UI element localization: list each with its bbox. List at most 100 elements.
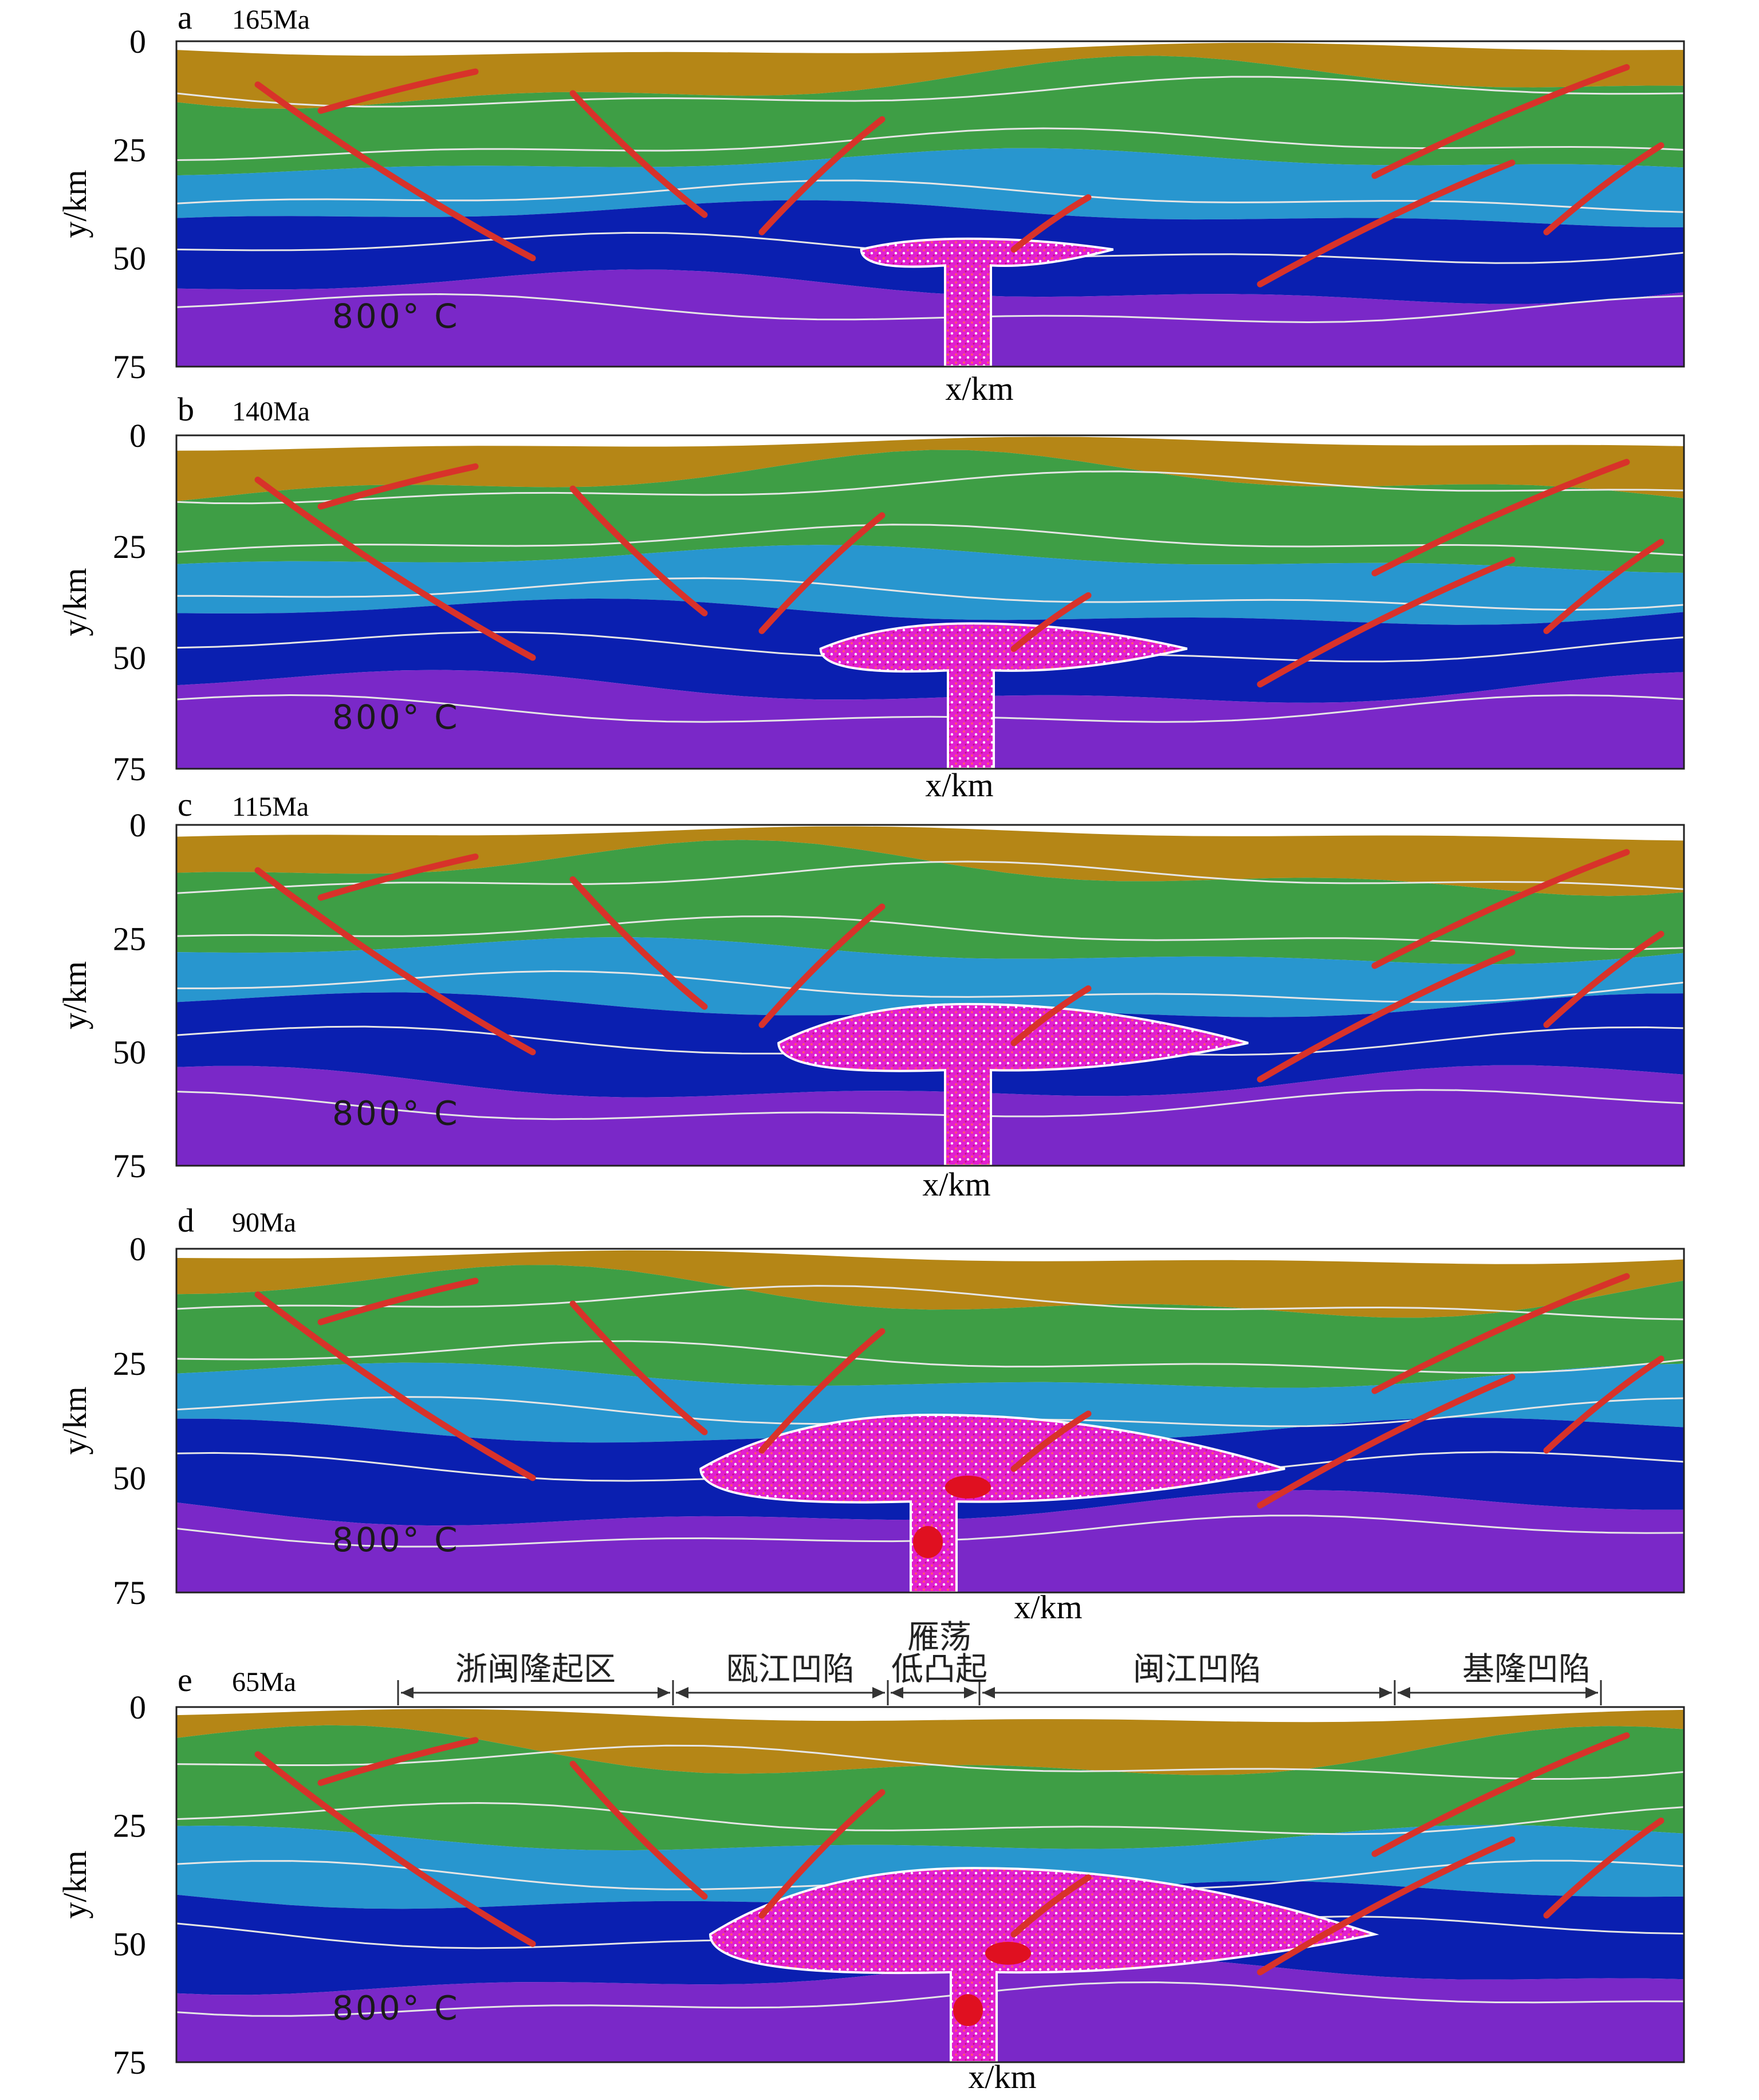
panel-d: 800° C d 90Ma 0 25 50 75 y/km x/km xyxy=(56,1202,1685,1626)
sediment-layer xyxy=(176,1709,1684,1775)
y-tick-label: 25 xyxy=(113,1345,146,1382)
fault-line xyxy=(1257,556,1516,688)
y-axis-label: y/km xyxy=(56,1850,93,1918)
y-axis-label: y/km xyxy=(56,170,93,238)
upper-crust-layer xyxy=(176,56,1684,176)
isotherm-line xyxy=(176,860,1685,894)
y-tick-label: 75 xyxy=(113,2044,146,2081)
sediment-layer xyxy=(176,42,1684,109)
fault-line xyxy=(254,1291,536,1481)
arrow-head-left xyxy=(1398,1687,1410,1698)
fault-line xyxy=(1371,849,1630,969)
fault-line xyxy=(254,1751,536,1947)
y-tick-label: 75 xyxy=(113,348,146,386)
panel-frame xyxy=(175,434,1685,770)
panel-age: 90Ma xyxy=(232,1208,296,1238)
region-label: 闽江凹陷 xyxy=(1133,1651,1261,1688)
magma-hot-core xyxy=(913,1526,943,1558)
upper-crust-layer xyxy=(176,450,1684,573)
middle-crust-layer xyxy=(176,545,1684,625)
panel-frame xyxy=(175,824,1685,1167)
arrow-head-right xyxy=(1585,1687,1598,1698)
panel-age: 140Ma xyxy=(232,396,310,427)
x-axis-label: x/km xyxy=(945,370,1013,407)
region-label: 浙闽隆起区 xyxy=(455,1651,616,1688)
magma-body xyxy=(819,622,1188,770)
y-axis-label: y/km xyxy=(56,568,93,636)
fault-line xyxy=(1010,194,1092,253)
region-label-line2: 低凸起 xyxy=(891,1651,987,1688)
fault-line xyxy=(1543,142,1664,235)
arrow-head-left xyxy=(982,1687,995,1698)
isotherm-line xyxy=(176,1340,1685,1374)
middle-crust-layer xyxy=(176,148,1684,227)
fault-line xyxy=(1543,1817,1664,1919)
fault-line xyxy=(317,68,479,114)
arrow-head-right xyxy=(872,1687,885,1698)
isotherm-line xyxy=(176,293,1685,324)
fault-line xyxy=(1371,459,1630,577)
y-tick-label: 50 xyxy=(113,240,146,277)
panel-frame xyxy=(175,1248,1685,1594)
y-tick-label: 75 xyxy=(113,750,146,788)
fault-line xyxy=(1543,538,1664,634)
magma-hot-core xyxy=(945,1476,991,1499)
isotherm-line xyxy=(176,694,1685,723)
fault-line xyxy=(1010,592,1092,652)
magma-body xyxy=(860,237,1114,368)
fault-line xyxy=(758,1328,886,1454)
arrow-head-right xyxy=(964,1687,977,1698)
fault-line xyxy=(1010,985,1092,1047)
fault-line xyxy=(1257,1374,1516,1509)
x-axis-label: x/km xyxy=(925,766,993,804)
y-tick-label: 0 xyxy=(129,23,146,60)
fault-line xyxy=(317,1737,479,1786)
fault-line xyxy=(1543,930,1664,1028)
arrow-head-right xyxy=(1379,1687,1392,1698)
panels-container: 800° C a 165Ma 0 25 50 75 y/km x/km 800° C b 140Ma 0… xyxy=(56,0,1685,2095)
y-tick-label: 0 xyxy=(129,1689,146,1726)
fault-line xyxy=(317,854,479,901)
y-tick-label: 25 xyxy=(113,1807,146,1845)
panel-frame xyxy=(175,1706,1685,2063)
isotherm-label: 800° C xyxy=(332,1520,460,1559)
fault-line xyxy=(1543,1355,1664,1454)
isotherm-label: 800° C xyxy=(332,698,460,737)
sediment-layer xyxy=(176,436,1684,501)
x-axis-label: x/km xyxy=(968,2058,1036,2095)
y-tick-label: 75 xyxy=(113,1147,146,1185)
region-label: 基隆凹陷 xyxy=(1462,1651,1591,1688)
isotherm-label: 800° C xyxy=(332,1989,460,2028)
fault-line xyxy=(758,1789,886,1919)
mantle-layer xyxy=(176,670,1684,769)
fault-line xyxy=(254,867,536,1056)
fault-line xyxy=(254,81,536,262)
fault-line xyxy=(1010,1410,1092,1472)
middle-crust-layer xyxy=(176,1824,1684,1909)
x-axis-label: x/km xyxy=(922,1166,990,1203)
y-tick-label: 0 xyxy=(129,807,146,844)
fault-line xyxy=(317,463,479,510)
y-tick-label: 50 xyxy=(113,1034,146,1071)
magma-hot-core xyxy=(953,1994,983,2027)
panel-letter: a xyxy=(178,0,192,36)
panel-b: 800° C b 140Ma 0 25 50 75 y/km x/km xyxy=(56,391,1685,804)
isotherm-line xyxy=(176,1285,1685,1320)
fault-line xyxy=(1371,64,1630,179)
upper-crust-layer xyxy=(176,1265,1684,1388)
y-tick-label: 75 xyxy=(113,1574,146,1611)
y-axis-label: y/km xyxy=(56,961,93,1029)
fault-line xyxy=(758,512,886,634)
isotherm-line xyxy=(176,1744,1685,1780)
y-tick-label: 50 xyxy=(113,1460,146,1497)
mantle-layer xyxy=(176,1956,1684,2062)
panel-e: 800° C e 65Ma 0 25 50 75 y/km x/km xyxy=(56,1661,1685,2095)
fault-line xyxy=(1010,1874,1092,1938)
y-tick-label: 50 xyxy=(113,1925,146,1963)
magma-body xyxy=(709,1867,1379,2063)
magma-body xyxy=(777,1002,1249,1167)
fault-line xyxy=(758,116,886,235)
panel-age: 165Ma xyxy=(232,5,310,35)
